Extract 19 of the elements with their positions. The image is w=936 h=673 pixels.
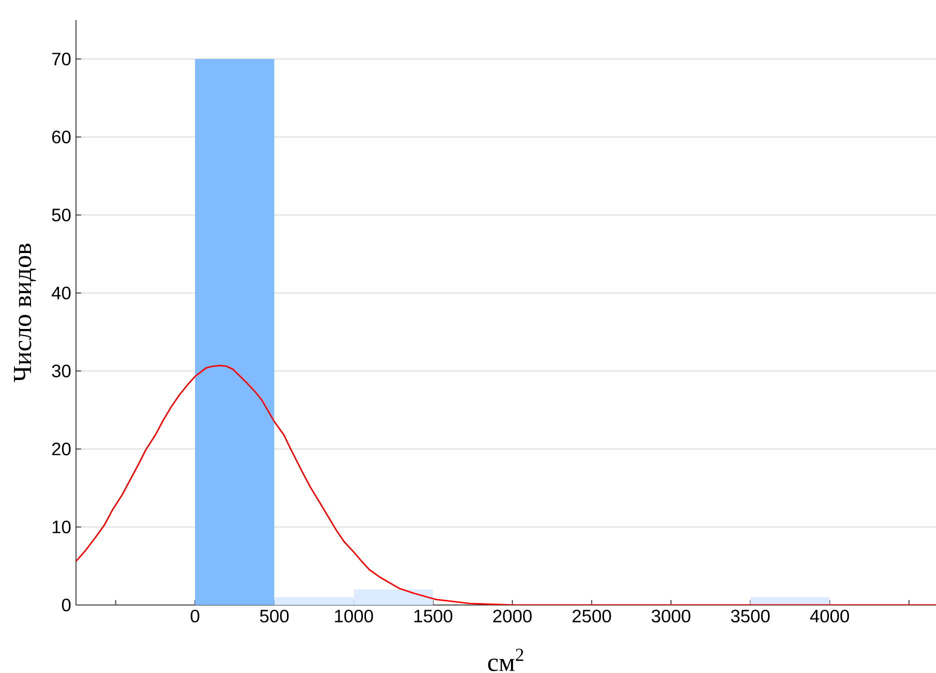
x-tick-label: 1000	[335, 610, 373, 622]
x-tick-label: 2000	[493, 610, 532, 622]
y-tick-label: 50	[52, 208, 71, 222]
y-tick-label: 20	[52, 442, 71, 456]
y-tick-label: 10	[52, 520, 71, 534]
x-tick-label: 3000	[652, 610, 690, 622]
y-axis-title: Число видов	[14, 244, 36, 382]
y-tick-label: 40	[52, 286, 71, 300]
x-tick-label: 3500	[731, 610, 770, 622]
x-tick-label: 2500	[572, 610, 611, 622]
x-tick-label: 4000	[810, 610, 849, 622]
x-tick-label: 500	[260, 610, 289, 622]
y-tick-label: 60	[52, 130, 71, 144]
x-tick-label: 0	[190, 610, 200, 622]
y-tick-label: 70	[52, 52, 71, 66]
x-tick-label: 1500	[414, 610, 452, 622]
y-tick-label: 30	[52, 364, 71, 378]
y-tick-label: 0	[62, 598, 71, 612]
x-axis-title: см$^{2}$	[488, 648, 524, 672]
